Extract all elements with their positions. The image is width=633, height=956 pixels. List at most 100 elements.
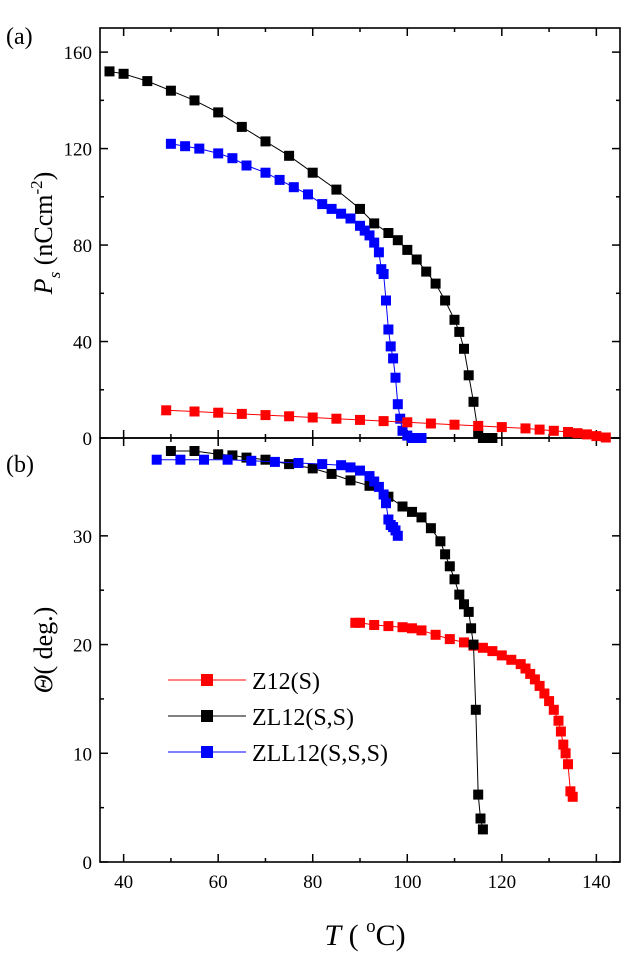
point-b-zll12-s-s-s--16 <box>383 514 394 525</box>
point-b-z12-s--28 <box>565 786 576 797</box>
point-b-zll12-s-s-s--9 <box>345 462 356 473</box>
point-b-zl12-s-s--27 <box>475 813 486 824</box>
point-a-zll12-s-s-s--25 <box>390 372 401 383</box>
point-a-zll12-s-s-s--1 <box>180 141 191 152</box>
point-a-z12-s--21 <box>591 431 602 442</box>
point-a-zll12-s-s-s--0 <box>165 138 176 149</box>
point-b-zll12-s-s-s--7 <box>317 459 328 470</box>
point-a-zll12-s-s-s--2 <box>194 143 205 154</box>
point-b-zll12-s-s-s--20 <box>392 530 403 541</box>
x-tick-label-120: 120 <box>488 872 517 893</box>
panel-a-series <box>104 66 611 443</box>
point-a-zll12-s-s-s--23 <box>385 341 396 352</box>
point-a-zll12-s-s-s--7 <box>274 174 285 185</box>
panel-b-frame <box>99 437 621 863</box>
point-a-zll12-s-s-s--5 <box>241 160 252 171</box>
point-a-zl12-s-s--10 <box>331 184 342 195</box>
point-b-z12-s--16 <box>520 663 531 674</box>
point-b-z12-s--11 <box>477 642 488 653</box>
point-b-zl12-s-s--6 <box>284 459 295 470</box>
point-b-zl12-s-s--9 <box>345 475 356 486</box>
point-a-z12-s--9 <box>378 416 389 427</box>
point-a-zl12-s-s--14 <box>392 235 403 246</box>
point-a-zl12-s-s--0 <box>104 66 115 77</box>
point-a-zll12-s-s-s--22 <box>383 324 394 335</box>
point-b-z12-s--26 <box>560 748 571 759</box>
panel-b-ylabel: Θ( deg.) <box>29 607 58 694</box>
point-a-z12-s--2 <box>213 407 224 418</box>
point-b-z12-s--18 <box>529 674 540 685</box>
point-b-zl12-s-s--7 <box>307 463 318 474</box>
point-b-zll12-s-s-s--19 <box>390 525 401 536</box>
point-a-zl12-s-s--6 <box>236 121 247 132</box>
point-a-z12-s--3 <box>236 408 247 419</box>
point-b-z12-s--19 <box>534 680 545 691</box>
point-b-zl12-s-s--23 <box>466 623 477 634</box>
point-a-zll12-s-s-s--9 <box>303 189 313 200</box>
point-a-zll12-s-s-s--21 <box>381 295 391 306</box>
point-a-zll12-s-s-s--27 <box>395 413 406 424</box>
legend-label-zl12: ZL12(S,S) <box>252 705 354 731</box>
y-tick-label-b-0: 0 <box>83 853 93 874</box>
point-b-z12-s--14 <box>506 654 517 665</box>
point-b-z12-s--6 <box>416 625 427 636</box>
point-a-zl12-s-s--23 <box>463 370 474 381</box>
point-b-z12-s--27 <box>563 759 573 770</box>
point-a-zll12-s-s-s--6 <box>260 167 271 178</box>
point-b-z12-s--22 <box>548 704 559 715</box>
point-a-z12-s--13 <box>473 420 484 431</box>
point-b-zll12-s-s-s--14 <box>378 489 389 500</box>
point-b-zl12-s-s--8 <box>326 468 337 479</box>
point-a-zll12-s-s-s--3 <box>213 148 224 159</box>
point-a-z12-s--18 <box>563 427 573 437</box>
panel-a-ylabel-close: ) <box>29 172 58 181</box>
point-b-zll12-s-s-s--12 <box>369 476 380 487</box>
series-b-zl12-s-s- <box>165 446 488 835</box>
x-tick-label-100: 100 <box>393 872 422 893</box>
point-b-zll12-s-s-s--8 <box>336 460 347 471</box>
point-a-zll12-s-s-s--24 <box>388 353 399 364</box>
panel-a-ylabel-sup: -2 <box>27 180 46 194</box>
point-b-z12-s--25 <box>558 739 569 750</box>
panel-a-label: (a) <box>6 24 33 50</box>
point-b-z12-s--24 <box>555 726 566 737</box>
point-b-zll12-s-s-s--15 <box>381 498 391 509</box>
series-a-z12-s- <box>161 405 611 443</box>
point-a-zl12-s-s--24 <box>468 396 479 407</box>
legend-entry-zl12: ZL12(S,S) <box>168 705 354 731</box>
point-b-zl12-s-s--28 <box>477 824 488 835</box>
y-tick-label-a-120: 120 <box>64 140 93 161</box>
point-a-z12-s--8 <box>355 414 365 425</box>
point-b-zll12-s-s-s--4 <box>246 455 257 466</box>
panel-a-ylabel-main: P <box>29 278 58 295</box>
point-b-z12-s--8 <box>444 634 455 645</box>
x-tick-label-40: 40 <box>114 872 133 893</box>
point-a-zl12-s-s--19 <box>440 295 451 306</box>
panel-a-ylabel: Ps (nCcm-2) <box>27 172 64 296</box>
point-a-z12-s--6 <box>307 412 318 423</box>
point-b-zll12-s-s-s--0 <box>151 454 162 465</box>
point-a-zl12-s-s--3 <box>165 85 176 96</box>
point-b-z12-s--3 <box>383 621 394 632</box>
point-a-zl12-s-s--22 <box>459 343 469 354</box>
point-a-zl12-s-s--18 <box>430 278 441 289</box>
panel-a-ylabel-sub: s <box>45 271 64 278</box>
x-tick-label-140: 140 <box>582 872 611 893</box>
point-b-zl12-s-s--21 <box>459 599 469 610</box>
point-a-zll12-s-s-s--20 <box>378 269 389 279</box>
point-a-zll12-s-s-s--26 <box>392 399 403 410</box>
y-tick-label-a-160: 160 <box>64 43 93 64</box>
point-a-zl12-s-s--21 <box>454 326 465 337</box>
panel-a-ticks: 0 40 80 120 160 <box>64 28 620 450</box>
point-b-zl12-s-s--18 <box>444 561 455 572</box>
panel-b-series <box>151 446 578 835</box>
x-tick-label-60: 60 <box>209 872 228 893</box>
point-b-zll12-s-s-s--3 <box>222 454 233 465</box>
point-a-zll12-s-s-s--18 <box>373 247 384 258</box>
point-a-zl12-s-s--7 <box>260 136 271 147</box>
point-a-zl12-s-s--9 <box>307 167 318 178</box>
point-b-z12-s--12 <box>487 646 498 657</box>
point-a-zl12-s-s--13 <box>383 228 394 238</box>
point-b-zll12-s-s-s--2 <box>199 454 209 465</box>
